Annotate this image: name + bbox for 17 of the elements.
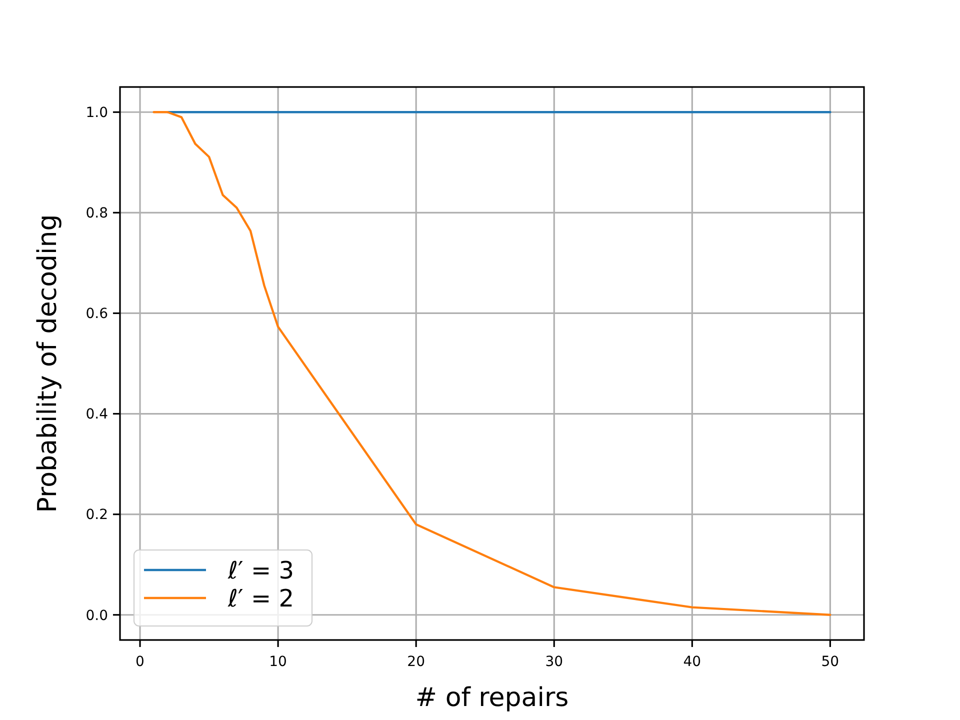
x-tick-label: 0 [136, 654, 144, 670]
x-tick-label: 40 [683, 654, 702, 670]
x-axis-title: # of repairs [415, 683, 569, 713]
x-tick-label: 30 [545, 654, 564, 670]
line-series [152, 111, 832, 616]
legend-label: ℓ′ = 3 [227, 556, 294, 584]
y-tick-label: 0.4 [86, 406, 108, 423]
y-tick-label: 1.0 [86, 105, 108, 122]
y-axis-title: Probability of decoding [33, 214, 63, 513]
x-tick-label: 20 [407, 654, 425, 670]
y-tick-label: 0.0 [86, 608, 108, 624]
y-tick-label: 0.2 [86, 507, 108, 524]
y-tick-label: 0.6 [86, 306, 108, 322]
y-tick-label: 0.8 [86, 206, 108, 222]
x-tick-label: 10 [269, 654, 287, 670]
x-tick-label: 50 [821, 654, 840, 670]
legend-label: ℓ′ = 2 [227, 584, 294, 612]
